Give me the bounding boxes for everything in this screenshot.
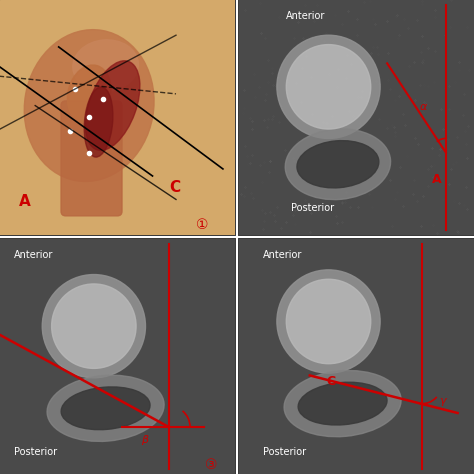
Text: Anterior: Anterior (263, 250, 302, 260)
Text: C: C (326, 375, 335, 388)
Ellipse shape (284, 371, 401, 437)
Ellipse shape (61, 387, 150, 430)
Text: ①: ① (196, 218, 208, 232)
Ellipse shape (73, 40, 138, 91)
Circle shape (286, 45, 371, 129)
Text: ③: ③ (205, 457, 218, 472)
Circle shape (42, 274, 146, 378)
Text: γ: γ (439, 396, 446, 406)
Ellipse shape (85, 61, 140, 150)
Text: β: β (141, 436, 148, 446)
Ellipse shape (297, 141, 379, 188)
Text: Posterior: Posterior (291, 203, 334, 213)
Ellipse shape (67, 65, 111, 123)
Text: C: C (169, 181, 180, 195)
Text: A: A (19, 194, 30, 210)
Text: α: α (420, 102, 428, 112)
Text: Posterior: Posterior (14, 447, 57, 457)
Ellipse shape (24, 30, 154, 182)
Text: Anterior: Anterior (286, 11, 326, 21)
Ellipse shape (47, 375, 164, 441)
Circle shape (286, 279, 371, 364)
Ellipse shape (285, 129, 391, 200)
Text: Anterior: Anterior (14, 250, 54, 260)
Ellipse shape (84, 87, 113, 157)
Circle shape (52, 284, 136, 368)
Ellipse shape (298, 382, 387, 425)
Circle shape (277, 35, 380, 138)
FancyBboxPatch shape (61, 101, 122, 216)
Text: Posterior: Posterior (263, 447, 306, 457)
Circle shape (277, 270, 380, 373)
Text: A: A (432, 173, 441, 186)
